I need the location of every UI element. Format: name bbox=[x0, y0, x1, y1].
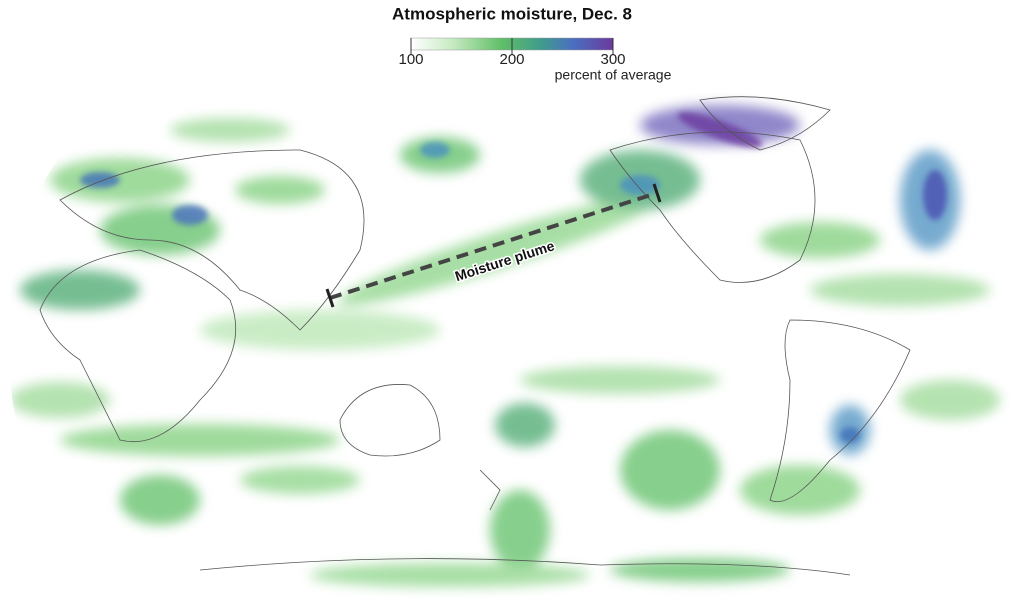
map-title: Atmospheric moisture, Dec. 8 bbox=[392, 4, 632, 23]
legend-tick-label: 100 bbox=[398, 51, 423, 68]
legend-tick-label: 300 bbox=[600, 51, 625, 68]
legend-ticks: 100 200 300 bbox=[398, 38, 626, 68]
legend-label: percent of average bbox=[555, 67, 672, 83]
plume-line bbox=[329, 191, 658, 300]
coastlines bbox=[39, 96, 911, 576]
moisture-cores bbox=[80, 112, 947, 443]
globe bbox=[8, 88, 1016, 598]
moisture-field bbox=[10, 105, 1000, 587]
plume-cap bbox=[652, 183, 662, 203]
legend-tick-label: 200 bbox=[499, 51, 524, 68]
plume-cap bbox=[325, 288, 335, 308]
